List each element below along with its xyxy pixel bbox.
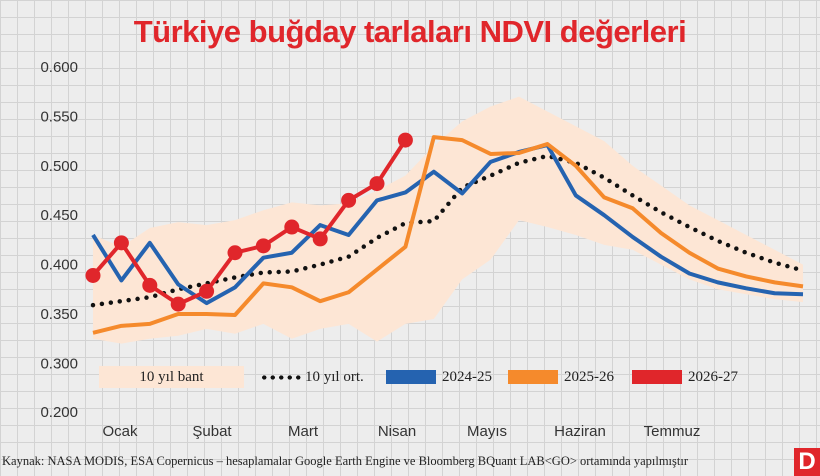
- y-tick-label: 0.200: [40, 404, 78, 421]
- point-2026-27: [397, 132, 413, 148]
- point-2026-27: [255, 238, 271, 254]
- legend-avg: 10 yıl ort.: [305, 369, 364, 385]
- point-2026-27: [227, 245, 243, 261]
- point-2026-27: [312, 231, 328, 247]
- y-tick-label: 0.400: [40, 257, 78, 274]
- x-tick-label: Ocak: [102, 423, 138, 440]
- legend-2025-26-swatch: [508, 370, 558, 384]
- point-2026-27: [284, 219, 300, 235]
- point-2026-27: [369, 176, 385, 192]
- legend-band: 10 yıl bant: [99, 366, 244, 388]
- point-2026-27: [85, 267, 101, 283]
- legend-2025-26: 2025-26: [564, 369, 614, 385]
- ten-year-band: [93, 96, 803, 344]
- legend-2026-27: 2026-27: [688, 369, 738, 385]
- series-2025-26: [92, 135, 804, 335]
- series-10-year-average: [90, 153, 806, 308]
- logo: D: [794, 448, 820, 476]
- source-note: Kaynak: NASA MODIS, ESA Copernicus – hes…: [2, 454, 688, 468]
- y-tick-label: 0.350: [40, 306, 78, 323]
- x-tick-label: Mart: [288, 423, 319, 440]
- point-2026-27: [199, 283, 215, 299]
- x-tick-label: Temmuz: [644, 423, 701, 440]
- x-tick-label: Nisan: [378, 423, 416, 440]
- series-2024-25: [91, 143, 804, 306]
- point-2026-27: [170, 296, 186, 312]
- point-2026-27: [113, 235, 129, 251]
- legend-2026-27-swatch: [632, 370, 682, 384]
- y-tick-label: 0.550: [40, 108, 78, 125]
- point-2026-27: [341, 192, 357, 208]
- x-tick-label: Haziran: [554, 423, 606, 440]
- y-tick-label: 0.450: [40, 207, 78, 224]
- chart-title: Türkiye buğday tarlaları NDVI değerleri: [133, 14, 687, 49]
- x-tick-label: Şubat: [192, 423, 232, 440]
- legend: 10 yıl bant 10 yıl ort. 2024-25 2025-26 …: [0, 366, 820, 388]
- point-2026-27: [142, 277, 158, 293]
- x-tick-label: Mayıs: [467, 423, 507, 440]
- y-tick-label: 0.500: [40, 158, 78, 175]
- y-tick-label: 0.600: [40, 59, 78, 76]
- legend-2024-25-swatch: [386, 370, 436, 384]
- y-tick-label: 0.300: [40, 355, 78, 372]
- legend-2024-25: 2024-25: [442, 369, 492, 385]
- legend-avg-swatch: [260, 375, 302, 380]
